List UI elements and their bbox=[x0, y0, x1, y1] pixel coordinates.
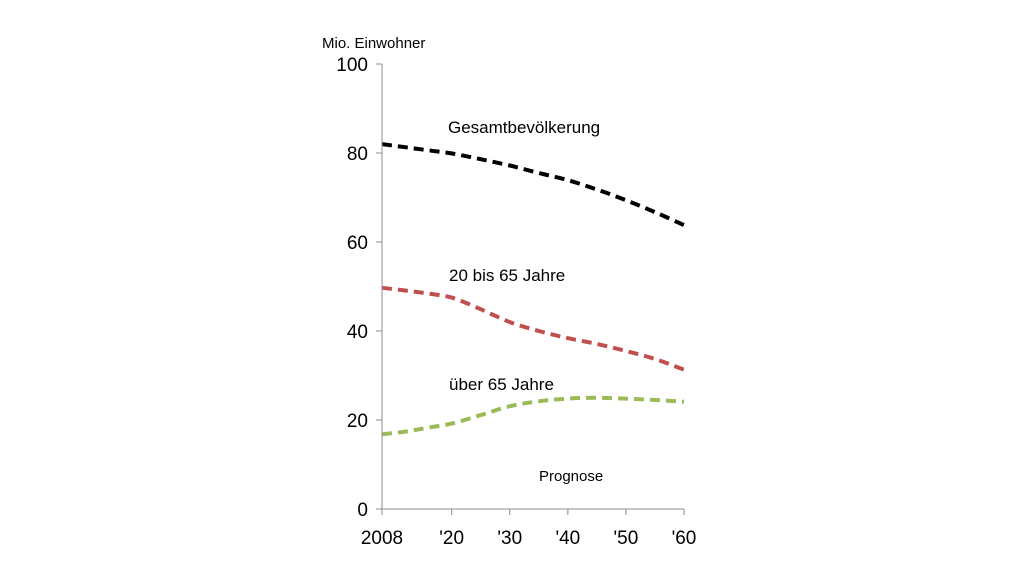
y-tick-label: 0 bbox=[357, 500, 368, 521]
series-lines-group bbox=[381, 142, 685, 437]
y-axis-unit-label: Mio. Einwohner bbox=[322, 35, 425, 52]
series-line-gesamtbevoelkerung bbox=[381, 142, 685, 227]
x-tick-label: '50 bbox=[614, 528, 639, 549]
series-label-ueber-65-jahre: über 65 Jahre bbox=[449, 375, 554, 394]
series-line-ueber-65-jahre bbox=[381, 395, 685, 437]
x-tick-label: '40 bbox=[555, 528, 580, 549]
x-tick-label: 2008 bbox=[361, 528, 403, 549]
x-tick-label: '30 bbox=[497, 528, 522, 549]
series-label-gesamtbevoelkerung: Gesamtbevölkerung bbox=[448, 118, 600, 137]
y-tick-label: 20 bbox=[347, 411, 368, 432]
y-axis-ticks: 0 20 40 60 80 100 bbox=[336, 55, 382, 521]
x-tick-label: '20 bbox=[439, 528, 464, 549]
y-tick-label: 80 bbox=[347, 144, 368, 165]
x-tick-label: '60 bbox=[672, 528, 697, 549]
series-label-20-bis-65-jahre: 20 bis 65 Jahre bbox=[449, 266, 565, 285]
y-tick-label: 60 bbox=[347, 233, 368, 254]
prognose-annotation: Prognose bbox=[539, 468, 603, 485]
y-tick-label: 40 bbox=[347, 322, 368, 343]
series-line-20-bis-65-jahre bbox=[381, 285, 685, 372]
y-tick-label: 100 bbox=[336, 55, 368, 76]
x-axis-ticks: 2008 '20 '30 '40 '50 '60 bbox=[361, 509, 697, 549]
